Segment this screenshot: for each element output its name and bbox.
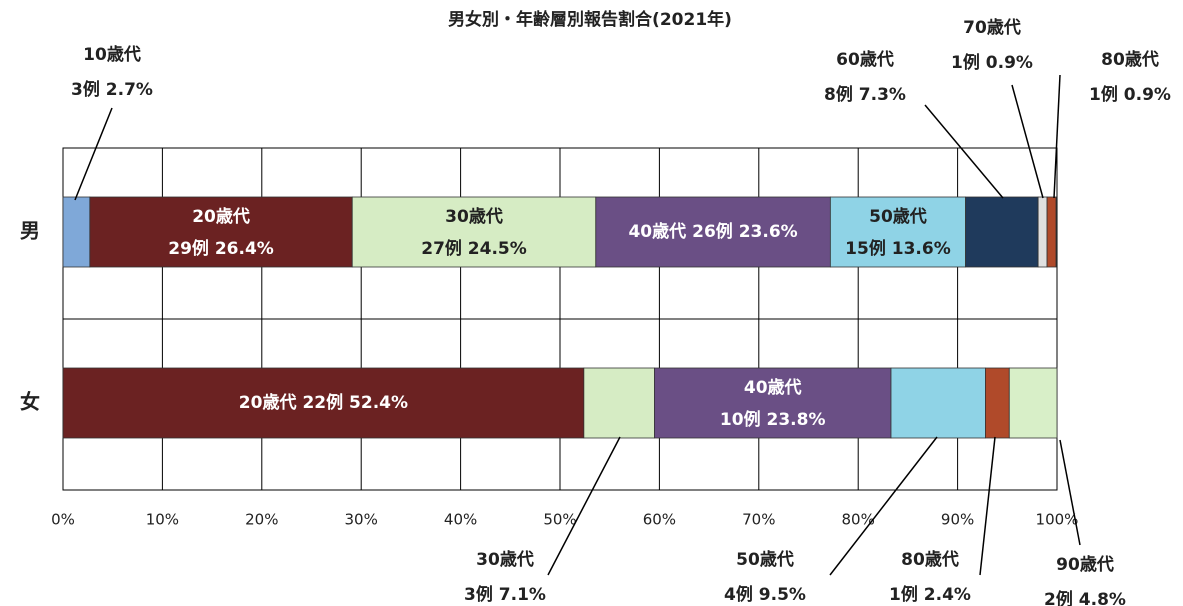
- data-label: 40歳代 26例 23.6%: [628, 221, 797, 242]
- series-label: 30歳代: [476, 549, 534, 570]
- x-tick-label: 100%: [1036, 511, 1079, 529]
- x-tick-label: 70%: [742, 511, 775, 529]
- bar-segment: [89, 196, 353, 268]
- x-tick-label: 60%: [643, 511, 676, 529]
- data-label: 8例 7.3%: [824, 84, 906, 105]
- bar-segment: [890, 367, 986, 439]
- data-label: 10例 23.8%: [720, 409, 826, 430]
- bar-segment: [654, 367, 892, 439]
- x-tick-label: 80%: [842, 511, 875, 529]
- bar-segment: [829, 196, 966, 268]
- data-label: 1例 0.9%: [1089, 84, 1171, 105]
- series-label: 20歳代: [192, 206, 250, 227]
- leader-line: [74, 107, 113, 201]
- data-label: 2例 4.8%: [1044, 589, 1126, 606]
- x-tick-label: 40%: [444, 511, 477, 529]
- x-tick-label: 10%: [146, 511, 179, 529]
- data-label-value: 26例 23.6%: [692, 221, 798, 242]
- series-label: 70歳代: [963, 17, 1021, 38]
- series-label: 80歳代: [1101, 49, 1159, 70]
- x-tick-label: 0%: [51, 511, 75, 529]
- series-label: 50歳代: [869, 206, 927, 227]
- bar-segment: [351, 196, 597, 268]
- y-tick-label: 女: [20, 390, 40, 414]
- leader-line: [924, 104, 1004, 199]
- series-label: 50歳代: [736, 549, 794, 570]
- data-label: 4例 9.5%: [724, 584, 806, 605]
- leader-line: [547, 436, 621, 576]
- leader-line: [1011, 84, 1044, 199]
- x-tick-label: 90%: [941, 511, 974, 529]
- series-label: 40歳代: [744, 377, 802, 398]
- leader-line: [979, 436, 996, 576]
- bar-segment: [965, 196, 1039, 268]
- data-label: 29例 26.4%: [168, 238, 274, 259]
- x-tick-label: 20%: [245, 511, 278, 529]
- data-label-value: 22例 52.4%: [302, 392, 408, 413]
- data-label: 27例 24.5%: [421, 238, 527, 259]
- series-label: 80歳代: [901, 549, 959, 570]
- data-label: 1例 2.4%: [889, 584, 971, 605]
- data-label: 3例 2.7%: [71, 79, 153, 100]
- chart-title: 男女別・年齢層別報告割合(2021年): [448, 9, 732, 30]
- y-tick-label: 男: [20, 219, 40, 243]
- bar-segment: [595, 196, 831, 268]
- bar-segment: [985, 367, 1010, 439]
- series-label: 10歳代: [83, 44, 141, 65]
- leader-line: [1053, 74, 1061, 199]
- series-label: 40歳代: [628, 221, 686, 242]
- series-label: 30歳代: [445, 206, 503, 227]
- data-label: 1例 0.9%: [951, 52, 1033, 73]
- bar-segment: [62, 196, 91, 268]
- leader-line: [829, 436, 938, 576]
- bar-segment: [62, 367, 585, 439]
- series-label: 60歳代: [836, 49, 894, 70]
- leader-line: [1059, 439, 1081, 546]
- bar-segment: [1046, 196, 1057, 268]
- x-tick-label: 50%: [543, 511, 576, 529]
- bar-segment: [583, 367, 655, 439]
- bar-segment: [1008, 367, 1058, 439]
- data-label: 20歳代 22例 52.4%: [239, 392, 408, 413]
- data-label: 15例 13.6%: [845, 238, 951, 259]
- series-label: 20歳代: [239, 392, 297, 413]
- series-label: 90歳代: [1056, 554, 1114, 575]
- data-label: 3例 7.1%: [464, 584, 546, 605]
- bar-segment: [1037, 196, 1048, 268]
- x-tick-label: 30%: [345, 511, 378, 529]
